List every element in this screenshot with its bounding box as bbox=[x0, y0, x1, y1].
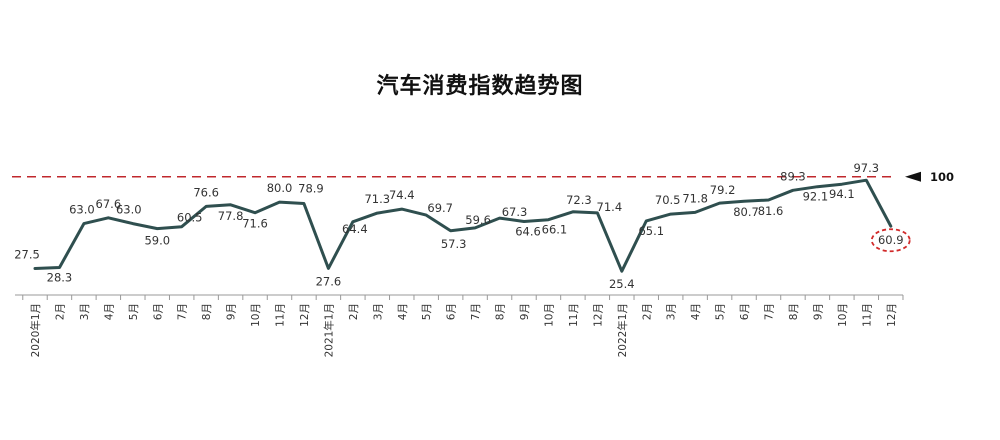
data-label: 71.3 bbox=[364, 192, 390, 206]
data-label: 63.0 bbox=[116, 203, 142, 217]
data-label: 65.1 bbox=[638, 224, 664, 238]
x-tick-label: 4月 bbox=[103, 303, 115, 320]
x-tick-label: 9月 bbox=[226, 303, 238, 320]
x-tick-label: 5月 bbox=[421, 303, 433, 320]
data-label: 67.3 bbox=[502, 205, 528, 219]
data-label: 66.1 bbox=[542, 223, 568, 237]
x-tick-label: 3月 bbox=[79, 303, 91, 320]
x-tick-label: 11月 bbox=[568, 303, 580, 327]
x-tick-label: 9月 bbox=[812, 303, 824, 320]
x-tick-label: 7月 bbox=[470, 303, 482, 320]
data-label: 28.3 bbox=[47, 270, 73, 284]
x-tick-label: 2021年1月 bbox=[322, 303, 335, 357]
x-tick-label: 2022年1月 bbox=[616, 303, 629, 357]
x-tick-label: 12月 bbox=[592, 303, 604, 327]
x-tick-label: 5月 bbox=[715, 303, 727, 320]
x-tick-label: 7月 bbox=[177, 303, 189, 320]
x-tick-label: 10月 bbox=[837, 303, 849, 327]
x-tick-label: 6月 bbox=[152, 303, 164, 320]
data-label: 89.3 bbox=[780, 169, 806, 183]
data-label: 76.6 bbox=[193, 185, 219, 199]
data-label: 59.6 bbox=[465, 213, 491, 227]
x-tick-label: 10月 bbox=[543, 303, 555, 327]
x-tick-label: 4月 bbox=[397, 303, 409, 320]
data-label: 79.2 bbox=[710, 183, 736, 197]
data-label: 81.6 bbox=[758, 204, 784, 218]
data-label: 64.4 bbox=[342, 222, 368, 236]
x-tick-label: 11月 bbox=[275, 303, 287, 327]
data-label: 59.0 bbox=[144, 234, 170, 248]
x-tick-label: 4月 bbox=[690, 303, 702, 320]
reference-line-group: 100 bbox=[12, 170, 954, 184]
x-tick-label: 3月 bbox=[666, 303, 678, 320]
x-tick-label: 10月 bbox=[250, 303, 262, 327]
data-label: 67.6 bbox=[96, 197, 122, 211]
data-label: 57.3 bbox=[441, 237, 467, 251]
data-label: 70.5 bbox=[655, 193, 681, 207]
reference-arrow-icon bbox=[905, 171, 921, 182]
data-label: 71.4 bbox=[597, 200, 623, 214]
x-tick-label: 2月 bbox=[54, 303, 66, 320]
x-tick-label: 6月 bbox=[739, 303, 751, 320]
x-tick-label: 2月 bbox=[641, 303, 653, 320]
data-label: 25.4 bbox=[609, 277, 635, 291]
x-axis bbox=[15, 294, 904, 300]
x-tick-label: 2020年1月 bbox=[29, 303, 42, 357]
data-label: 77.8 bbox=[218, 209, 244, 223]
series-line bbox=[33, 178, 893, 273]
x-tick-label: 3月 bbox=[372, 303, 384, 320]
data-label: 71.8 bbox=[682, 191, 708, 205]
data-label: 72.3 bbox=[566, 193, 592, 207]
data-label: 71.6 bbox=[242, 217, 268, 231]
x-tick-label: 11月 bbox=[861, 303, 873, 327]
data-label: 27.6 bbox=[316, 274, 342, 288]
data-label: 94.1 bbox=[829, 187, 855, 201]
data-label: 92.1 bbox=[803, 190, 829, 204]
data-label: 78.9 bbox=[298, 181, 324, 195]
x-tick-label: 2月 bbox=[348, 303, 360, 320]
chart-title: 汽车消费指数趋势图 bbox=[376, 74, 584, 99]
x-tick-label: 5月 bbox=[128, 303, 140, 320]
x-tick-label: 6月 bbox=[446, 303, 458, 320]
data-label: 80.0 bbox=[267, 181, 293, 195]
x-tick-label: 8月 bbox=[788, 303, 800, 320]
data-label: 60.9 bbox=[878, 233, 904, 247]
data-label: 69.7 bbox=[427, 201, 453, 215]
reference-label: 100 bbox=[930, 170, 954, 184]
x-tick-label: 9月 bbox=[519, 303, 531, 320]
data-label: 63.0 bbox=[69, 203, 95, 217]
data-label: 60.5 bbox=[177, 211, 203, 225]
data-label: 80.7 bbox=[733, 205, 759, 219]
data-label: 74.4 bbox=[389, 188, 415, 202]
data-label-group: 27.5 28.3 63.0 67.663.0 59.0 60.5 76.6 77.871.6… bbox=[14, 161, 911, 291]
x-tick-label: 8月 bbox=[201, 303, 213, 320]
data-label: 64.6 bbox=[515, 225, 541, 239]
tick-label-group: 2020年1月 2月 3月 4月 5月 6月 7月 8月 9月 10月 11月 12月 2021年1月 2… bbox=[29, 303, 898, 357]
series-line-group bbox=[33, 178, 893, 273]
x-tick-label: 12月 bbox=[886, 303, 898, 327]
x-tick-label: 12月 bbox=[299, 303, 311, 327]
data-label: 27.5 bbox=[14, 248, 40, 262]
x-tick-label: 8月 bbox=[495, 303, 507, 320]
x-tick-label: 7月 bbox=[764, 303, 776, 320]
data-label: 97.3 bbox=[853, 161, 879, 175]
highlight-circle bbox=[870, 228, 911, 253]
